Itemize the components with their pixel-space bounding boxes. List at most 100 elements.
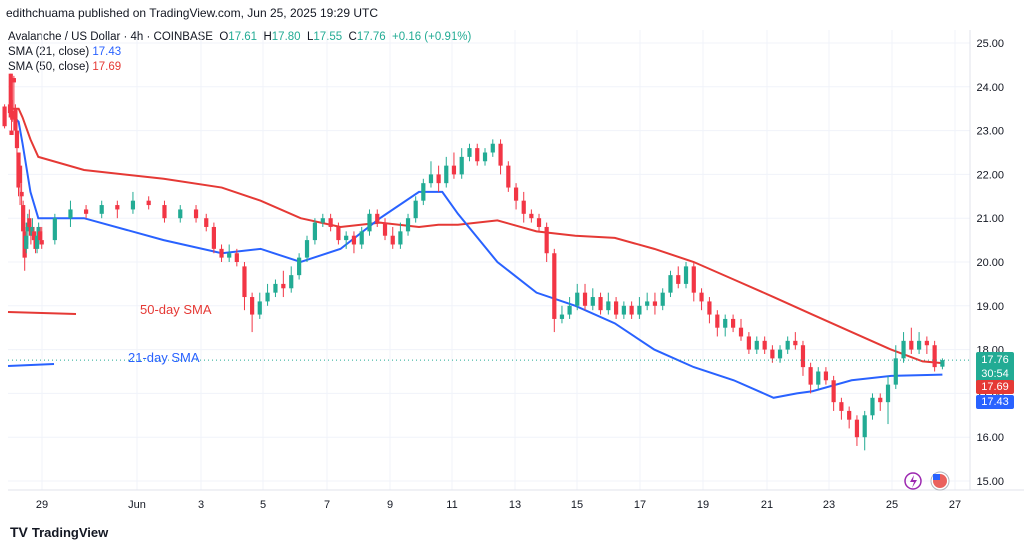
- price-badge: 17.76 30:54: [976, 352, 1014, 383]
- candle-body: [328, 218, 333, 227]
- candle: [544, 222, 549, 262]
- candle: [629, 301, 634, 319]
- candle-body: [2, 106, 7, 127]
- sma50-legend-value: 17.69: [92, 61, 122, 73]
- sma21-path: [9, 112, 943, 399]
- candle-body: [916, 340, 922, 350]
- candle: [582, 283, 588, 311]
- candle-body: [250, 297, 255, 315]
- candle-body: [645, 301, 650, 306]
- candle-body: [800, 345, 806, 368]
- candle: [475, 143, 480, 166]
- candle-body: [130, 200, 136, 210]
- price-axis: 25.0024.0023.0022.0021.0020.0019.0018.00…: [976, 38, 1004, 488]
- candle-body: [785, 340, 790, 350]
- candle: [808, 362, 813, 394]
- candle: [567, 297, 572, 319]
- candle: [2, 104, 7, 129]
- candle: [8, 73, 13, 114]
- candle-body: [582, 292, 588, 306]
- candle: [645, 292, 650, 311]
- candle-body: [39, 240, 44, 245]
- candle-body: [529, 213, 534, 219]
- candle-body: [699, 292, 704, 302]
- candle: [178, 205, 183, 223]
- candle-body: [816, 371, 821, 385]
- candle: [924, 336, 929, 354]
- sma50-line: [10, 107, 943, 365]
- time-tick-label: 27: [949, 499, 961, 511]
- candle: [242, 262, 247, 311]
- price-tick-label: 21.00: [976, 213, 1004, 225]
- candle: [800, 340, 806, 376]
- candle: [273, 279, 278, 298]
- candle-body: [870, 397, 875, 416]
- candle-body: [924, 340, 929, 346]
- candle: [444, 156, 449, 188]
- candle-body: [731, 318, 736, 328]
- candle: [870, 393, 875, 420]
- candle: [676, 266, 681, 289]
- price-tick-label: 24.00: [976, 82, 1004, 94]
- candle-body: [467, 148, 472, 157]
- time-tick-label: 15: [571, 499, 583, 511]
- candle: [793, 332, 798, 350]
- candle-body: [793, 340, 798, 346]
- candle: [901, 332, 906, 363]
- time-tick-label: 5: [260, 499, 266, 511]
- candle: [854, 415, 860, 446]
- price-tick-label: 22.00: [976, 169, 1004, 181]
- time-tick-label: Jun: [128, 499, 146, 511]
- candle: [52, 213, 57, 245]
- sma50-legend-row[interactable]: SMA (50, close) 17.69: [8, 60, 471, 75]
- candle: [660, 288, 665, 311]
- candle: [482, 148, 488, 166]
- candle-body: [234, 253, 239, 262]
- symbol-title[interactable]: Avalanche / US Dollar · 4h · COINBASE: [8, 31, 213, 43]
- candle-body: [691, 266, 696, 293]
- candle-body: [715, 314, 720, 328]
- candle: [893, 345, 898, 390]
- time-tick-label: 19: [697, 499, 709, 511]
- candle-body: [482, 152, 488, 162]
- candle: [146, 196, 151, 210]
- candle: [490, 139, 495, 157]
- candle: [707, 297, 712, 324]
- candle: [130, 191, 136, 214]
- candle-body: [204, 218, 209, 227]
- candle: [312, 218, 318, 245]
- candle: [691, 262, 696, 302]
- candle-body: [536, 218, 542, 227]
- sma50-legend-label: SMA (50, close): [8, 61, 90, 73]
- candle-body: [637, 305, 642, 315]
- time-tick-label: 3: [198, 499, 204, 511]
- candle-body: [273, 283, 278, 293]
- candle: [428, 161, 434, 188]
- price-tick-label: 19.00: [976, 301, 1004, 313]
- candle-body: [14, 130, 20, 149]
- candle-body: [513, 187, 519, 201]
- candle-body: [351, 235, 357, 245]
- time-tick-label: 13: [509, 499, 521, 511]
- candle-body: [723, 318, 728, 328]
- time-tick-label: 25: [886, 499, 898, 511]
- candle-body: [621, 305, 626, 315]
- candle-body: [219, 248, 224, 258]
- candle: [344, 231, 349, 249]
- price-tick-label: 25.00: [976, 38, 1004, 50]
- candle: [219, 244, 224, 262]
- tradingview-brand[interactable]: TV TradingView: [10, 524, 108, 540]
- candle: [257, 292, 262, 319]
- time-tick-label: 11: [446, 499, 457, 511]
- candle: [606, 292, 611, 315]
- candle-body: [428, 174, 434, 184]
- candle: [878, 393, 883, 411]
- candle: [683, 262, 689, 289]
- candle: [621, 301, 626, 319]
- candle-body: [606, 301, 611, 311]
- sma21-annotation: 21-day SMA: [128, 350, 200, 365]
- candle-body: [193, 209, 199, 219]
- sma21-legend-row[interactable]: SMA (21, close) 17.43: [8, 45, 471, 60]
- publisher-header: edithchuama published on TradingView.com…: [6, 6, 379, 20]
